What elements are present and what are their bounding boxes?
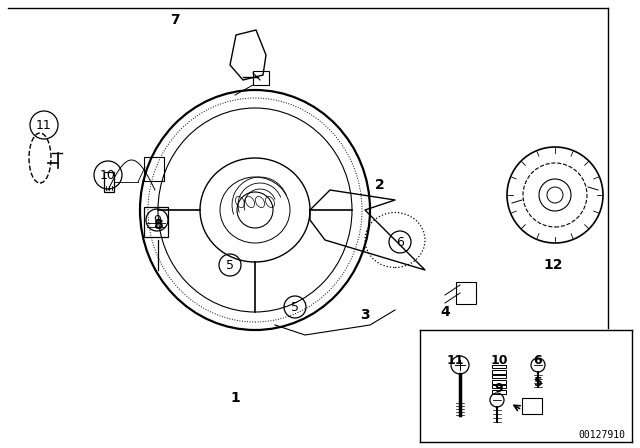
Bar bbox=[492, 370, 506, 374]
Text: 7: 7 bbox=[170, 13, 180, 27]
Text: 11: 11 bbox=[446, 353, 464, 366]
Text: 4: 4 bbox=[440, 305, 450, 319]
Text: 9: 9 bbox=[495, 382, 503, 395]
Bar bbox=[492, 390, 506, 394]
Bar bbox=[492, 380, 506, 384]
Bar bbox=[492, 365, 506, 368]
Text: 8: 8 bbox=[153, 218, 163, 232]
Bar bbox=[492, 385, 506, 388]
Text: 10: 10 bbox=[100, 168, 116, 181]
Text: 1: 1 bbox=[230, 391, 240, 405]
Text: 5: 5 bbox=[291, 301, 299, 314]
Text: 10: 10 bbox=[490, 353, 508, 366]
Text: 9: 9 bbox=[153, 214, 161, 227]
Text: 6: 6 bbox=[396, 236, 404, 249]
Text: 5: 5 bbox=[534, 375, 542, 388]
Text: 6: 6 bbox=[534, 353, 542, 366]
Text: 2: 2 bbox=[375, 178, 385, 192]
Text: 11: 11 bbox=[36, 119, 52, 132]
Text: 3: 3 bbox=[360, 308, 370, 322]
Text: 00127910: 00127910 bbox=[578, 430, 625, 440]
Text: 12: 12 bbox=[543, 258, 563, 272]
Bar bbox=[492, 375, 506, 378]
Text: 5: 5 bbox=[226, 258, 234, 271]
Bar bbox=[104, 172, 114, 192]
